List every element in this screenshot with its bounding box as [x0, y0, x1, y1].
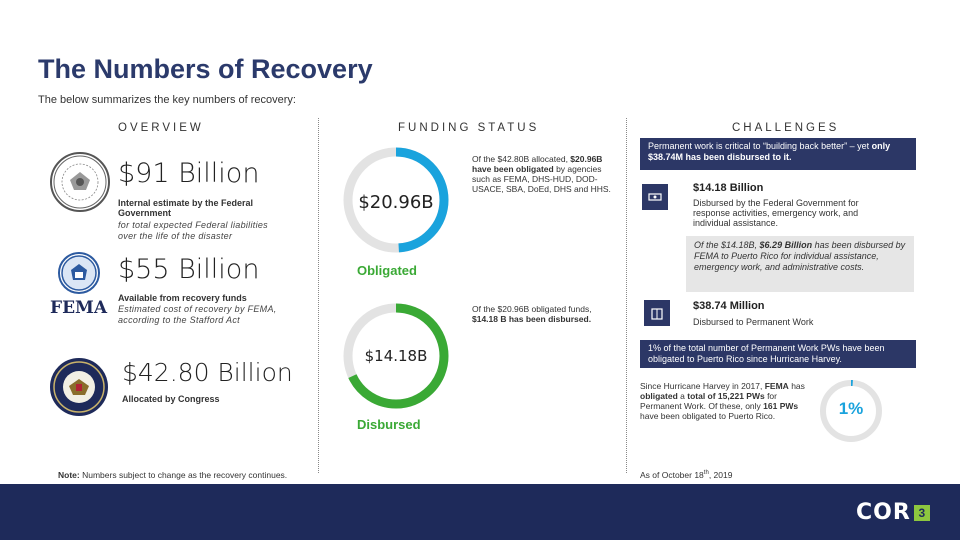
- obligated-note-bold: $20.96B have been obligated: [472, 154, 603, 174]
- pw-percent-ring: [820, 380, 882, 442]
- obligated-label: Obligated: [357, 263, 417, 278]
- logo-text: COR: [856, 500, 911, 525]
- obligated-ring-fill: [343, 147, 449, 253]
- pw-note-text-5: have been obligated to Puerto Rico.: [640, 411, 776, 421]
- challenges-banner-text: Permanent work is critical to “building …: [648, 141, 872, 151]
- pw-percent: 1%: [838, 399, 864, 418]
- footnote-text: Numbers subject to change as the recover…: [82, 470, 288, 480]
- obligated-note: Of the $42.80B allocated, $20.96B have b…: [472, 154, 612, 194]
- as-of-date: As of October 18th, 2019: [640, 468, 732, 480]
- footnote-label: Note:: [58, 470, 80, 480]
- hand-money-icon: [642, 184, 668, 210]
- overview-amount-3: $42.80 Billion: [122, 358, 293, 387]
- footer-bar: [0, 484, 960, 540]
- challenge-amount-1: $14.18 Billion: [693, 182, 764, 194]
- disbursed-note-text: Of the $20.96B obligated funds,: [472, 304, 592, 314]
- disbursed-value: $14.18B: [364, 347, 428, 365]
- dhs-seal-icon: [58, 252, 100, 294]
- page-subtitle: The below summarizes the key numbers of …: [38, 94, 296, 106]
- as-of-text: As of October 18: [640, 469, 704, 480]
- pw-note-text-2: has: [788, 381, 805, 391]
- pw-note-text-4: for Permanent Work. Of these, only: [640, 391, 777, 411]
- challenges-banner-bold: only $38.74M has been disbursed to it.: [648, 141, 891, 162]
- detail-text: Of the $14.18B,: [694, 240, 760, 250]
- overview-footnote: Note: Numbers subject to change as the r…: [58, 470, 287, 480]
- overview-amount-1: $91 Billion: [118, 158, 260, 189]
- divider-1: [318, 118, 319, 473]
- challenges-heading: CHALLENGES: [732, 122, 840, 134]
- congress-seal-icon: [50, 358, 108, 416]
- logo-mark: 3: [913, 504, 930, 521]
- funding-heading: FUNDING STATUS: [398, 122, 540, 134]
- overview-label-2: Available from recovery funds: [118, 293, 247, 303]
- overview-desc-2: Estimated cost of recovery by FEMA, acco…: [118, 304, 277, 325]
- obligated-ring: [343, 147, 449, 253]
- disbursed-ring: [343, 303, 449, 409]
- pw-note-bold-1: FEMA: [764, 381, 789, 391]
- pw-note: Since Hurricane Harvey in 2017, FEMA has…: [640, 381, 810, 421]
- pw-note-bold-2: obligated: [640, 391, 678, 401]
- building-icon: [644, 300, 670, 326]
- disbursed-ring-fill: [343, 303, 449, 409]
- pw-note-bold-4: 161 PWs: [763, 401, 799, 411]
- obligated-note-text: Of the $42.80B allocated,: [472, 154, 571, 164]
- disbursed-note-bold: $14.18 B has been disbursed.: [472, 314, 592, 324]
- challenge-desc-2: Disbursed to Permanent Work: [693, 317, 814, 327]
- fema-logo: FEMA: [50, 298, 108, 318]
- as-of-year: , 2019: [708, 469, 733, 480]
- overview-heading: OVERVIEW: [118, 122, 204, 134]
- overview-amount-2: $55 Billion: [118, 254, 260, 285]
- obligated-note-text-2: by agencies such as FEMA, DHS-HUD, DOD-U…: [472, 164, 611, 194]
- pw-percent-ring-fill: [820, 380, 882, 442]
- pw-note-text-1: Since Hurricane Harvey in 2017,: [640, 381, 765, 391]
- obligated-value: $20.96B: [358, 192, 434, 213]
- overview-label-3: Allocated by Congress: [122, 394, 220, 404]
- cor3-logo: COR 3: [856, 500, 930, 525]
- overview-desc-1: for total expected Federal liabilities o…: [118, 220, 268, 241]
- challenge-amount-2: $38.74 Million: [693, 300, 765, 312]
- page-title: The Numbers of Recovery: [38, 54, 373, 84]
- disbursed-label: Disbursed: [357, 417, 421, 432]
- federal-seal-icon: [50, 152, 110, 212]
- detail-bold: $6.29 Billion: [759, 240, 813, 250]
- challenge-desc-1: Disbursed by the Federal Government for …: [693, 198, 859, 228]
- challenges-banner: Permanent work is critical to “building …: [640, 138, 916, 170]
- pw-banner: 1% of the total number of Permanent Work…: [640, 340, 916, 368]
- as-of-sup: th: [703, 470, 709, 476]
- detail-text-2: has been disbursed by FEMA to Puerto Ric…: [694, 240, 906, 272]
- pw-note-bold-3: total of 15,221 PWs: [687, 391, 765, 401]
- divider-2: [626, 118, 627, 473]
- challenge-detail-box: Of the $14.18B, $6.29 Billion has been d…: [686, 236, 914, 292]
- disbursed-note: Of the $20.96B obligated funds, $14.18 B…: [472, 304, 607, 324]
- overview-label-1: Internal estimate by the Federal Governm…: [118, 198, 254, 218]
- pw-note-text-3: a: [677, 391, 688, 401]
